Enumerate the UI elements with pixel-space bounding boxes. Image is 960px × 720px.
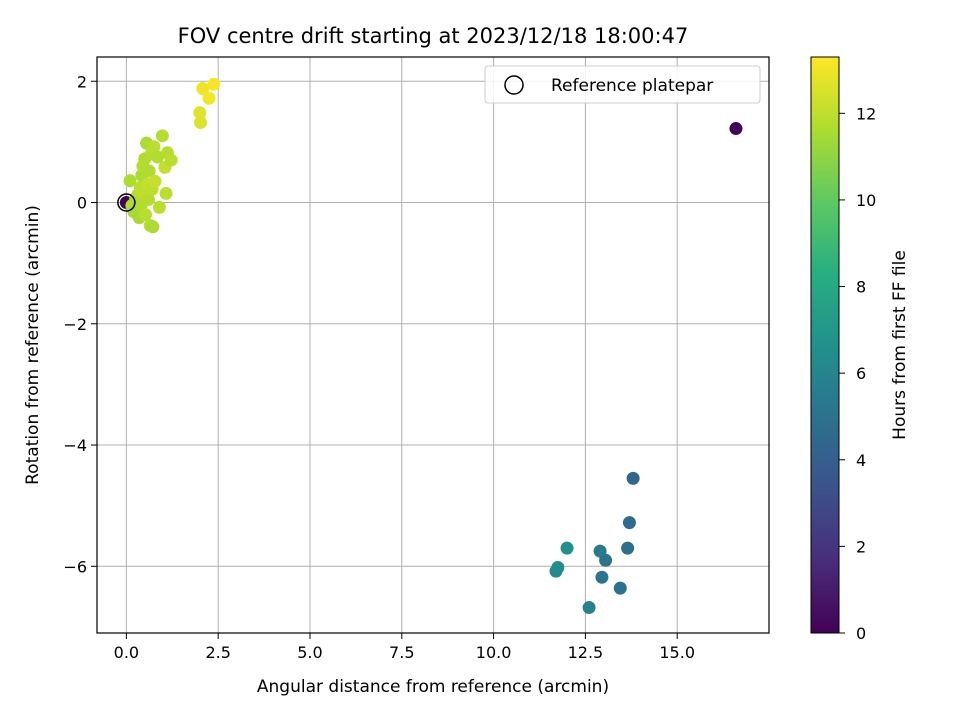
x-tick-label: 7.5 [389,643,414,662]
colorbar: 0 2 4 6 8 10 12 Hours from first FF file [810,56,910,643]
y-tick-label: 0 [77,194,87,213]
data-point [207,77,221,91]
colorbar-frame [810,56,840,634]
reference-platepar-marker [117,193,136,212]
data-point [164,153,178,167]
data-point [159,186,173,200]
x-tick-label: 0.0 [114,643,139,662]
data-point [560,541,574,555]
x-tick-label: 12.5 [568,643,604,662]
colorbar-label: Hours from first FF file [890,250,910,440]
plot-frame [96,56,770,634]
colorbar-tick-label: 12 [856,104,876,123]
y-tick-label: −4 [63,436,87,455]
y-tick-label: −2 [63,315,87,334]
grid-lines [97,57,769,633]
data-point [142,164,156,178]
colorbar-tick-label: 8 [856,278,866,297]
data-point [621,541,635,555]
data-point [551,561,565,575]
data-point [613,581,627,595]
legend-marker [504,75,524,95]
chart-title: FOV centre drift starting at 2023/12/18 … [178,24,689,48]
x-tick-label: 5.0 [297,643,322,662]
x-tick-label: 10.0 [476,643,512,662]
data-point [595,570,609,584]
data-point [202,91,216,105]
y-tick-label: 2 [77,72,87,91]
colorbar-tick-label: 10 [856,191,876,210]
data-point [626,471,640,485]
data-point [123,174,137,188]
data-point [155,129,169,143]
data-point [141,192,155,206]
colorbar-gradient [811,57,839,633]
colorbar-tick-label: 4 [856,451,866,470]
x-tick-label: 15.0 [659,643,695,662]
data-point [729,122,743,136]
legend-box [484,65,761,104]
x-axis-ticks: 0.0 2.5 5.0 7.5 10.0 12.5 15.0 [114,633,695,662]
reference-marker [117,193,136,212]
data-point [622,516,636,530]
x-tick-label: 2.5 [205,643,230,662]
scatter-points [119,77,743,615]
colorbar-tick-label: 0 [856,624,866,643]
legend-entry-reference-platepar: Reference platepar [551,76,713,96]
colorbar-ticks: 0 2 4 6 8 10 12 [839,104,876,643]
y-tick-label: −6 [63,557,87,576]
colorbar-tick-label: 6 [856,364,866,383]
data-point [599,553,613,567]
data-point [146,220,160,234]
data-point [148,174,162,188]
data-point [147,140,161,154]
y-axis-ticks: 2 0 −2 −4 −6 [63,72,97,576]
x-axis-label: Angular distance from reference (arcmin) [257,677,609,697]
data-point [151,150,165,164]
y-axis-label: Rotation from reference (arcmin) [23,205,43,485]
data-point [196,82,210,96]
data-point [194,115,208,129]
legend: Reference platepar [484,65,761,104]
data-point [193,106,207,120]
data-point [138,208,152,222]
colorbar-tick-label: 2 [856,537,866,556]
data-point [152,200,166,214]
data-point [582,601,596,615]
